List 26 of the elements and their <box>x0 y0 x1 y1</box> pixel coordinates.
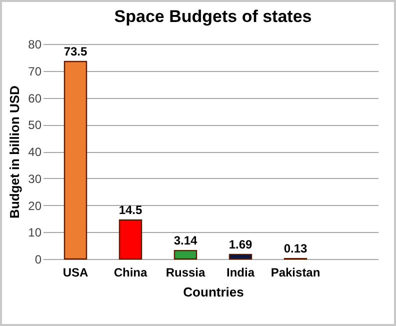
bar <box>118 219 142 260</box>
x-tick-label: Pakistan <box>270 266 320 280</box>
x-axis-title: Countries <box>183 284 244 300</box>
chart-title: Space Budgets of states <box>114 7 312 26</box>
bar <box>64 60 88 260</box>
data-label: 14.5 <box>118 203 142 218</box>
x-tick-label: Russia <box>166 266 206 280</box>
y-tick-label: 50 <box>28 118 42 132</box>
y-tick-label: 0 <box>34 252 42 266</box>
data-label: 0.13 <box>284 242 308 256</box>
y-axis-title: Budget in billion USD <box>7 86 22 218</box>
y-tick-label: 10 <box>28 226 42 240</box>
bar <box>174 250 198 260</box>
y-tick-label: 80 <box>28 38 42 52</box>
data-label: 3.14 <box>174 234 198 248</box>
y-tick-label: 40 <box>28 145 42 159</box>
y-tick-label: 60 <box>28 91 42 106</box>
data-label: 1.69 <box>228 237 252 252</box>
y-tick-label: 30 <box>28 172 42 186</box>
data-label: 73.5 <box>64 44 88 58</box>
x-tick-label: China <box>114 266 148 280</box>
y-tick-label: 70 <box>28 64 42 78</box>
x-tick-label: USA <box>62 266 88 280</box>
x-tick-label: India <box>226 266 255 280</box>
bar <box>228 254 252 260</box>
y-tick-label: 20 <box>28 198 42 213</box>
